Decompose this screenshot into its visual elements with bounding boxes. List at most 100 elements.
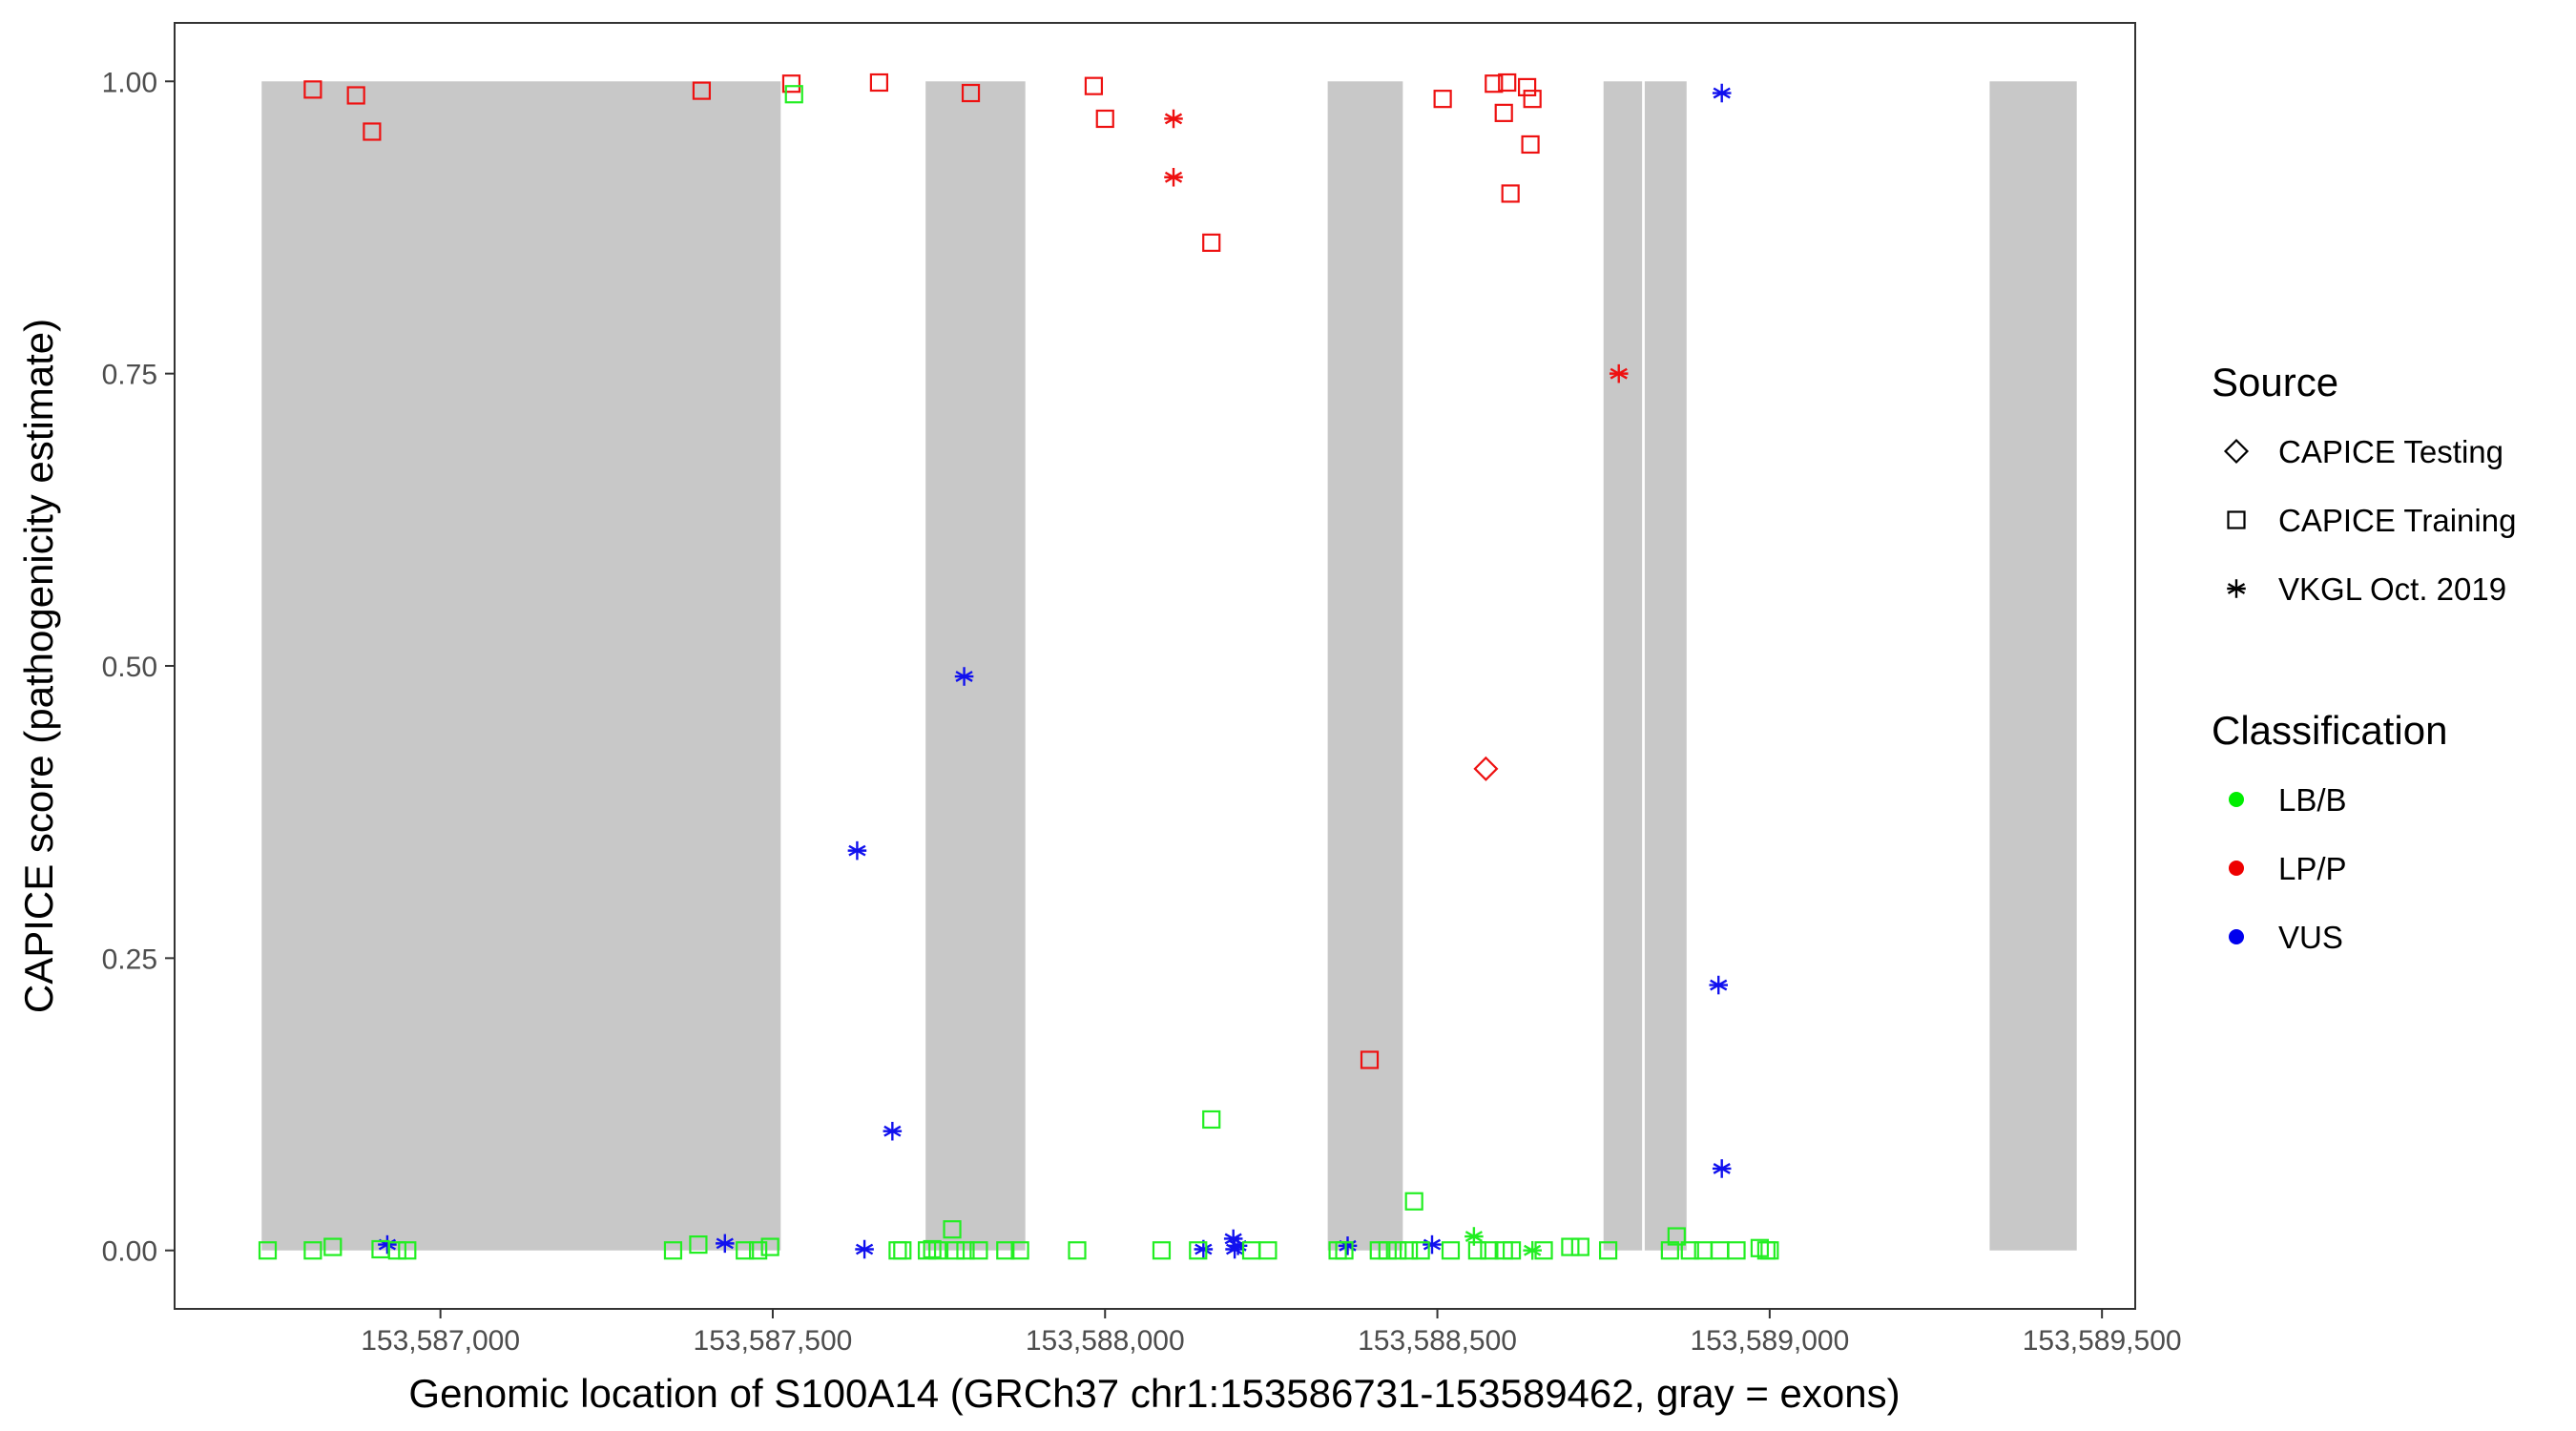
x-tick-label: 153,588,000 — [1026, 1325, 1185, 1357]
data-point — [303, 80, 322, 99]
y-tick-label: 0.75 — [102, 360, 157, 391]
data-point — [893, 1241, 912, 1260]
exon-band — [925, 81, 1026, 1251]
data-point — [749, 1241, 768, 1260]
legend-key-dot — [2229, 792, 2244, 807]
data-point — [1709, 975, 1729, 995]
data-point — [1498, 73, 1517, 93]
data-point — [1660, 1241, 1679, 1260]
data-point — [1750, 1238, 1770, 1257]
data-point — [1473, 756, 1499, 781]
data-point — [1404, 1192, 1423, 1211]
data-point — [928, 1241, 947, 1260]
data-point — [961, 83, 981, 103]
data-point — [1667, 1227, 1686, 1246]
data-point — [363, 122, 382, 141]
legend-title: Source — [2212, 360, 2338, 404]
data-point — [1335, 1241, 1354, 1260]
data-point — [1164, 109, 1183, 129]
data-point — [689, 1234, 708, 1255]
data-point — [1727, 1241, 1746, 1260]
data-point — [1010, 1241, 1029, 1260]
data-point — [1712, 83, 1732, 103]
data-point — [1760, 1241, 1779, 1260]
data-point — [917, 1241, 937, 1260]
data-point — [692, 81, 712, 100]
data-point — [323, 1237, 343, 1256]
data-point — [1202, 1110, 1221, 1130]
y-axis-title: CAPICE score (pathogenicity estimate) — [16, 319, 61, 1013]
data-point — [943, 1220, 962, 1239]
data-point — [1378, 1241, 1397, 1260]
data-point — [1467, 1241, 1486, 1260]
legend-label: LP/P — [2278, 851, 2347, 886]
exon-band — [261, 81, 781, 1251]
data-point — [1561, 1237, 1580, 1256]
data-point — [969, 1241, 988, 1260]
exon-band — [1603, 81, 1643, 1251]
data-point — [1680, 1241, 1699, 1260]
data-point — [1433, 90, 1452, 109]
legend-key-diamond — [2223, 438, 2250, 465]
data-point — [1411, 1241, 1430, 1260]
exon-band — [1327, 81, 1403, 1251]
data-point — [1518, 77, 1537, 97]
data-point — [1523, 1240, 1542, 1260]
data-point — [945, 1241, 966, 1260]
y-tick-label: 0.00 — [102, 1236, 157, 1268]
legend-label: CAPICE Training — [2278, 503, 2516, 538]
data-point — [303, 1241, 322, 1260]
data-point — [1400, 1241, 1419, 1260]
data-point — [346, 86, 365, 105]
data-point — [869, 73, 889, 93]
x-axis-title: Genomic location of S100A14 (GRCh37 chr1… — [408, 1371, 1900, 1416]
data-point — [1202, 233, 1221, 252]
data-point — [1501, 184, 1520, 203]
data-point — [1084, 76, 1104, 95]
data-point — [1164, 167, 1183, 187]
point-layer — [258, 73, 1779, 1260]
legend-key-asterisk — [2227, 579, 2246, 598]
data-point — [956, 1241, 975, 1260]
exon-band — [1644, 81, 1687, 1251]
data-point — [1502, 1241, 1522, 1260]
y-tick-label: 0.50 — [102, 652, 157, 683]
data-point — [1598, 1241, 1618, 1260]
legend-label: CAPICE Testing — [2278, 434, 2503, 469]
data-point — [1523, 90, 1542, 109]
data-point — [1480, 1241, 1499, 1260]
data-point — [1388, 1241, 1407, 1260]
data-point — [847, 840, 867, 861]
data-point — [1494, 103, 1513, 122]
legend-key-square — [2227, 510, 2246, 529]
data-point — [855, 1239, 874, 1259]
data-point — [1570, 1237, 1589, 1256]
legend: Source CAPICE Testing CAPICE Training VKGL … — [2212, 360, 2516, 955]
data-point — [663, 1241, 683, 1260]
data-point — [1521, 135, 1540, 155]
data-point — [1712, 1159, 1732, 1178]
x-tick-label: 153,589,000 — [1690, 1325, 1849, 1357]
y-axis: 0.00 0.25 0.50 0.75 1.00 — [102, 67, 175, 1268]
data-point — [784, 85, 803, 104]
y-tick-label: 1.00 — [102, 67, 157, 98]
legend-label: LB/B — [2278, 782, 2347, 818]
data-point — [1534, 1241, 1553, 1260]
data-point — [1609, 363, 1629, 384]
data-point — [883, 1121, 903, 1141]
data-point — [781, 74, 801, 93]
data-point — [1152, 1241, 1172, 1260]
legend-key-dot — [2229, 861, 2244, 876]
data-point — [1485, 74, 1504, 93]
y-tick-label: 0.25 — [102, 944, 157, 975]
data-point — [387, 1241, 406, 1260]
data-point — [760, 1237, 779, 1256]
data-point — [1360, 1050, 1380, 1069]
data-point — [923, 1239, 942, 1259]
x-tick-label: 153,589,500 — [2023, 1325, 2182, 1357]
data-point — [1441, 1241, 1461, 1260]
x-tick-label: 153,588,500 — [1358, 1325, 1517, 1357]
exon-layer — [261, 81, 2077, 1251]
data-point — [1068, 1241, 1087, 1260]
